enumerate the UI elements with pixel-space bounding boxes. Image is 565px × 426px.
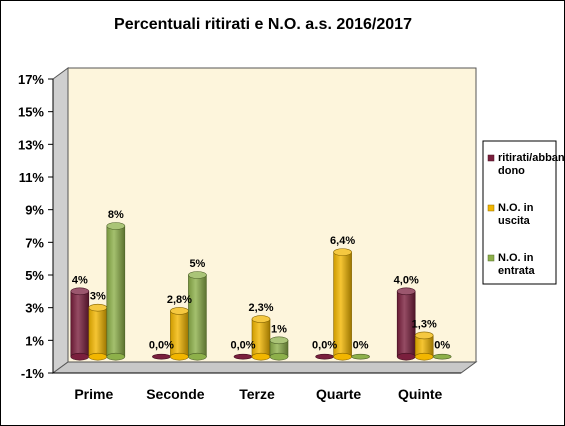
data-label: 8% (108, 209, 124, 221)
category-label: Terze (239, 386, 275, 402)
legend-label: N.O. in (498, 252, 534, 264)
bar (188, 271, 207, 361)
bars (70, 222, 452, 361)
bar (432, 353, 452, 360)
data-label: 2,8% (167, 294, 192, 306)
bar-top (396, 287, 416, 296)
y-tick-label: 9% (25, 203, 44, 218)
axes: 17% 15% 13% 11% 9% 7% 5% 3% 1% -1% Prime Seconde Ter… (18, 67, 478, 402)
y-tick-label: 5% (25, 268, 44, 283)
bar (88, 303, 108, 361)
data-label: 3% (90, 291, 106, 303)
y-tick-label: 11% (19, 170, 45, 185)
bar (152, 353, 171, 360)
plot-side-wall (52, 67, 69, 374)
bar-top (414, 331, 434, 340)
bar (315, 353, 334, 360)
bar-base (70, 352, 90, 361)
bar-base (88, 352, 108, 361)
bar-base (333, 352, 352, 361)
bar-top (88, 303, 108, 312)
legend-swatch (487, 154, 495, 162)
bar-top (188, 271, 207, 279)
data-label: 0,0% (149, 340, 174, 352)
data-label: 0,0% (312, 340, 337, 352)
bar (396, 287, 416, 361)
bar-base (396, 352, 416, 361)
bar-base (170, 352, 189, 361)
bar-top (106, 222, 126, 230)
y-tick-label: 15% (18, 105, 44, 120)
data-label: 0,0% (230, 340, 255, 352)
bar-top (70, 287, 90, 296)
bar-zero-disc (152, 353, 171, 360)
bar-base (251, 352, 271, 361)
bar-base (414, 352, 434, 361)
bar-base (188, 352, 207, 361)
bar-body (106, 225, 126, 357)
bar (106, 222, 126, 361)
bar-base (269, 352, 289, 361)
bar-top (269, 336, 289, 345)
bar-body (188, 274, 207, 357)
category-label: Quarte (316, 386, 361, 402)
bar (414, 331, 434, 361)
y-tick-label: 17% (18, 72, 44, 87)
y-tick-label: -1% (21, 366, 45, 381)
bar (251, 315, 271, 361)
data-label: 4% (72, 274, 88, 286)
bar-top (251, 315, 271, 323)
bar-body (88, 307, 108, 357)
bar (269, 336, 289, 361)
y-tick-label: 7% (25, 235, 44, 250)
bar (170, 307, 189, 361)
legend-label: ritirati/abban (498, 152, 564, 164)
data-label: 1,3% (412, 318, 437, 330)
bar-zero-disc (432, 353, 452, 360)
bar-zero-disc (351, 353, 370, 360)
bar-top (170, 307, 189, 315)
chart-title: Percentuali ritirati e N.O. a.s. 2016/20… (114, 16, 412, 33)
bar (233, 353, 253, 360)
category-label: Seconde (146, 386, 205, 402)
bar-zero-disc (315, 353, 334, 360)
data-label: 5% (189, 258, 205, 270)
bar (333, 248, 352, 361)
data-label: 2,3% (248, 302, 273, 314)
plot-floor (51, 361, 478, 374)
y-tick-label: 1% (25, 333, 44, 348)
legend-swatch (487, 204, 495, 212)
data-label: 0% (434, 340, 450, 352)
data-label: 0% (353, 340, 369, 352)
data-labels: 4%3% 8% 0,0% 2,8% 5% 0,0% 2,3% 1% 0,0% 6,4% 0% 4,0%… (72, 209, 451, 352)
data-label: 4,0% (394, 274, 419, 286)
legend-label: N.O. in (498, 202, 534, 214)
y-tick-label: 3% (25, 301, 44, 316)
legend-swatch (487, 254, 495, 262)
bar (351, 353, 370, 360)
legend-label: dono (498, 165, 525, 177)
bar (70, 287, 90, 361)
legend-label: entrata (498, 265, 536, 277)
legend-box (482, 140, 557, 285)
bar-zero-disc (233, 353, 253, 360)
data-label: 6,4% (330, 235, 355, 247)
category-label: Quinte (398, 386, 443, 402)
legend-label: uscita (498, 215, 531, 227)
bar-top (333, 248, 352, 256)
data-label: 1% (271, 323, 287, 335)
y-tick-label: 13% (18, 137, 44, 152)
bar-base (106, 352, 126, 361)
category-label: Prime (74, 386, 113, 402)
bar-body (70, 291, 90, 357)
